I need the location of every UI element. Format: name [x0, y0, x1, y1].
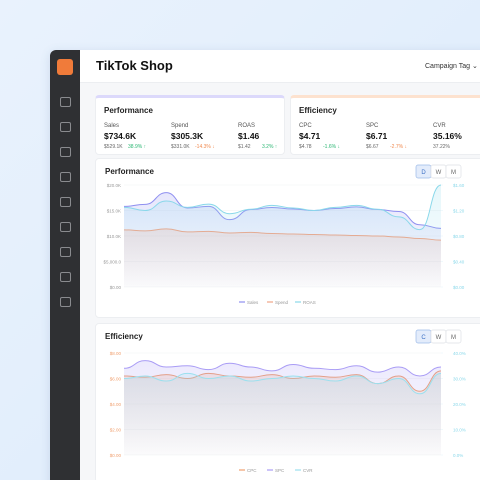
- y2-tick-label: 10.0%: [453, 428, 466, 433]
- metric-change: -1.6% ↓: [323, 144, 340, 150]
- series-line: [123, 184, 442, 231]
- metric-previous: $6.67: [366, 144, 379, 150]
- y-tick-label: $15.0K: [107, 209, 121, 214]
- metric-value: $4.71: [299, 131, 321, 141]
- y-tick-label: $5,000.0: [103, 260, 121, 265]
- y-tick-label: $0.00: [110, 285, 122, 290]
- metric-change: 3.2% ↑: [262, 144, 278, 150]
- toggle-label: M: [451, 335, 456, 341]
- series-line: [123, 360, 442, 377]
- nav-icon[interactable]: [60, 272, 71, 282]
- metric-previous: 37.22%: [433, 144, 450, 150]
- legend-label: Sales: [247, 300, 259, 305]
- y-tick-label: $20.0K: [107, 183, 121, 188]
- toggle-label: M: [451, 170, 456, 176]
- metric-value: 35.16%: [433, 131, 462, 141]
- dropdown-label: Campaign Tag: [425, 63, 471, 70]
- metric-change: -2.7% ↓: [390, 144, 407, 150]
- legend-label: CPC: [247, 468, 257, 473]
- nav-icon[interactable]: [60, 197, 71, 207]
- series-line: [123, 372, 442, 395]
- chart-title: Performance: [105, 167, 154, 176]
- nav-icon[interactable]: [60, 247, 71, 257]
- y-tick-label: $4.00: [110, 402, 122, 407]
- y-tick-label: $10.0K: [107, 234, 121, 239]
- toggle-label: W: [436, 335, 442, 341]
- nav-icon[interactable]: [60, 222, 71, 232]
- series-area: [124, 185, 441, 287]
- y-tick-label: $6.00: [110, 377, 122, 382]
- chart-title: Efficiency: [105, 332, 143, 341]
- nav-icon[interactable]: [60, 122, 71, 132]
- nav-icon[interactable]: [60, 172, 71, 182]
- metric-change: -14.3% ↓: [195, 144, 215, 150]
- chart: Performance D W M $0.00 $5,000.0 $10.0K $15.0K $…: [103, 164, 465, 305]
- y-tick-label: $0.00: [110, 453, 122, 458]
- toggle-button[interactable]: [445, 164, 462, 179]
- y2-tick-label: 40.0%: [453, 351, 466, 356]
- chart: Efficiency C W M $0.00 $2.00 $4.00 $6.00 $8.00 0.…: [105, 329, 466, 473]
- nav-icon[interactable]: [60, 297, 71, 307]
- chart-panel: Performance D W M $0.00 $5,000.0 $10.0K $15.0K $…: [95, 158, 480, 318]
- y2-tick-label: 30.0%: [453, 377, 466, 382]
- metric-label: SPC: [366, 123, 379, 129]
- y2-tick-label: 20.0%: [453, 402, 466, 407]
- legend-label: ROAS: [303, 300, 316, 305]
- nav-icon[interactable]: [60, 97, 71, 107]
- y-tick-label: $2.00: [110, 428, 122, 433]
- metric-label: CPC: [299, 123, 312, 129]
- metric-label: CVR: [433, 123, 446, 129]
- metric-previous: $529.1K: [104, 144, 123, 150]
- metric-value: $305.3K: [171, 131, 204, 141]
- y2-tick-label: 0.0%: [453, 453, 463, 458]
- toggle-label: C: [421, 335, 426, 341]
- chart-panel: Efficiency C W M $0.00 $2.00 $4.00 $6.00 $8.00 0.…: [95, 323, 480, 480]
- y2-tick-label: $1.20: [453, 209, 465, 214]
- toggle-label: D: [421, 170, 426, 176]
- brand: TikTok Shop: [96, 58, 173, 73]
- summary-card: Performance Sales $734.6K $529.1K 38.9% ↑ Spe…: [95, 95, 285, 155]
- card-title: Performance: [104, 106, 153, 115]
- logo[interactable]: [57, 59, 73, 75]
- series-area: [124, 373, 441, 455]
- toggle-label: W: [436, 170, 442, 176]
- legend-label: Spend: [275, 300, 289, 305]
- y-tick-label: $8.00: [110, 351, 122, 356]
- y2-tick-label: $1.60: [453, 183, 465, 188]
- y2-tick-label: $0.80: [453, 234, 465, 239]
- y2-tick-label: $0.40: [453, 260, 465, 265]
- metric-value: $734.6K: [104, 131, 137, 141]
- summary-card: Efficiency CPC $4.71 $4.78 -1.6% ↓ SPC $6.71 $6…: [290, 95, 480, 155]
- metric-previous: $331.0K: [171, 144, 190, 150]
- metric-label: ROAS: [238, 123, 256, 129]
- dropdown[interactable]: Campaign Tag ⌄: [425, 63, 478, 70]
- y2-tick-label: $0.00: [453, 285, 465, 290]
- metric-previous: $1.42: [238, 144, 251, 150]
- toggle-button[interactable]: [445, 329, 462, 344]
- sidebar: [50, 50, 80, 480]
- legend-label: SPC: [275, 468, 285, 473]
- metric-change: 38.9% ↑: [128, 144, 147, 150]
- metric-value: $6.71: [366, 131, 388, 141]
- legend-label: CVR: [303, 468, 313, 473]
- card-title: Efficiency: [299, 106, 337, 115]
- metric-previous: $4.78: [299, 144, 312, 150]
- metric-label: Spend: [171, 123, 189, 129]
- metric-label: Sales: [104, 123, 120, 129]
- top-bar: TikTok Shop Campaign Tag ⌄: [80, 50, 480, 83]
- metric-value: $1.46: [238, 131, 260, 141]
- nav-icon[interactable]: [60, 147, 71, 157]
